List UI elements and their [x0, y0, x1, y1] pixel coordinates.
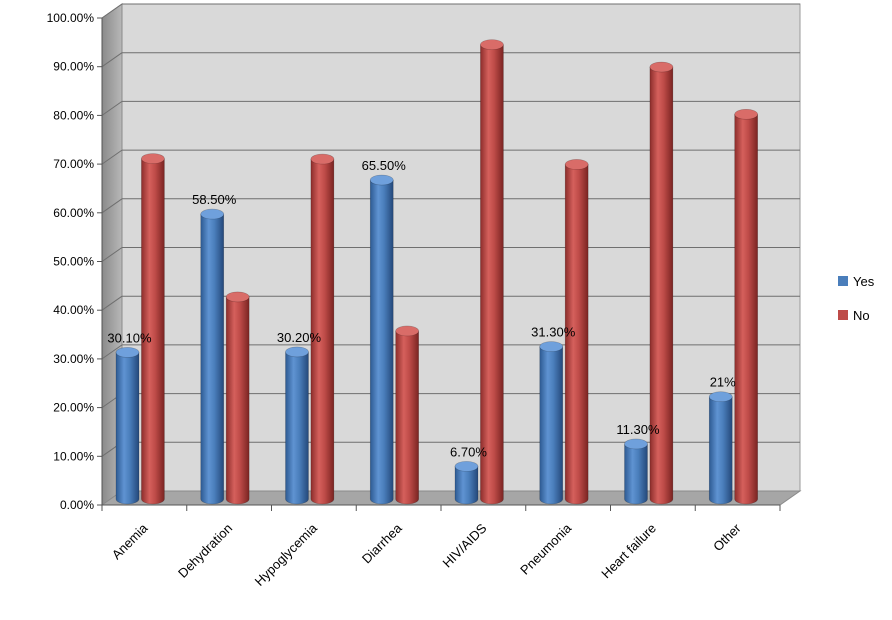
y-tick-label: 80.00%	[53, 108, 94, 122]
data-label: 11.30%	[616, 422, 660, 437]
y-tick-label: 60.00%	[53, 206, 94, 220]
gridline-side	[101, 52, 123, 68]
bar-no	[395, 330, 419, 505]
data-labels: 30.10% 58.50% 30.20% 65.50% 6.70% 31.30% 11.30…	[107, 158, 736, 459]
bar-cap-no	[480, 39, 504, 50]
bar-no	[734, 113, 758, 505]
gridline-side	[101, 344, 123, 360]
gridline-side	[101, 149, 123, 165]
bar-cap-yes	[708, 391, 733, 403]
bar-cap-yes	[200, 208, 225, 220]
legend: Yes No	[838, 274, 875, 323]
bar-cap-yes	[115, 347, 140, 358]
gridline-side	[101, 3, 123, 19]
x-tick-label: Other	[710, 520, 744, 554]
bar-cap-no	[141, 153, 165, 164]
bar-no	[480, 44, 504, 505]
bar-cap-no	[564, 159, 589, 170]
bars	[115, 39, 758, 505]
bar-yes	[624, 443, 648, 505]
bar-cap-yes	[539, 341, 564, 352]
bar-no	[141, 158, 165, 505]
y-tick-label: 30.00%	[53, 352, 94, 366]
bar-cap-yes	[369, 174, 394, 186]
data-label: 30.10%	[107, 330, 152, 345]
y-tick-label: 10.00%	[53, 449, 94, 463]
bar-no	[649, 66, 674, 505]
bar-yes	[285, 351, 309, 505]
y-tick-label: 50.00%	[53, 255, 94, 269]
bar-cap-no	[310, 153, 335, 165]
data-label: 21%	[710, 375, 736, 390]
x-tick-label: Heart failure	[598, 521, 659, 582]
gridline-side	[101, 295, 123, 311]
y-tick-label: 40.00%	[53, 303, 94, 317]
legend-label-no: No	[853, 308, 870, 323]
gridline-side	[101, 247, 123, 262]
x-tick-label: Dehydration	[175, 521, 235, 581]
bar-no	[225, 296, 250, 505]
x-axis: Anemia Dehydration Hypoglycemia Diarrhea HIV…	[101, 504, 781, 589]
x-tick-label: Diarrhea	[359, 520, 405, 566]
bar-cap-no	[734, 108, 758, 120]
data-label: 58.50%	[192, 192, 237, 207]
x-tick-label: Pneumonia	[517, 520, 575, 578]
gridline-side	[101, 198, 123, 214]
bar-cap-no	[649, 61, 674, 73]
y-axis: 0.00% 10.00% 20.00% 30.00% 40.00% 50.00% 60.00…	[47, 11, 103, 512]
bar-cap-no	[225, 291, 250, 303]
bar-yes	[369, 179, 394, 505]
data-label: 65.50%	[362, 158, 407, 173]
bar-yes	[115, 352, 140, 505]
data-label: 6.70%	[450, 444, 487, 459]
x-tick-label: Anemia	[109, 520, 151, 562]
y-tick-label: 100.00%	[47, 11, 95, 25]
bar-yes	[200, 213, 225, 505]
data-label: 30.20%	[277, 330, 322, 345]
bar-cap-no	[395, 325, 419, 337]
data-label: 31.30%	[531, 325, 576, 340]
x-tick-label: Hypoglycemia	[252, 520, 321, 589]
y-tick-label: 70.00%	[53, 157, 94, 171]
bar-no	[564, 164, 589, 505]
legend-swatch-yes	[838, 276, 848, 286]
bar-yes	[454, 466, 479, 505]
x-tick-label: HIV/AIDS	[440, 520, 490, 570]
y-tick-label: 20.00%	[53, 401, 94, 415]
bar-cap-yes	[454, 461, 479, 472]
bar-yes	[708, 396, 733, 505]
legend-swatch-no	[838, 310, 848, 320]
bar-cap-yes	[624, 438, 648, 450]
y-tick-label: 90.00%	[53, 60, 94, 74]
y-tick-label: 0.00%	[60, 498, 94, 512]
legend-label-yes: Yes	[853, 274, 875, 289]
gridline-side	[101, 100, 123, 116]
bar-cap-yes	[285, 346, 309, 358]
bar-no	[310, 158, 335, 505]
bar-yes	[539, 346, 564, 505]
